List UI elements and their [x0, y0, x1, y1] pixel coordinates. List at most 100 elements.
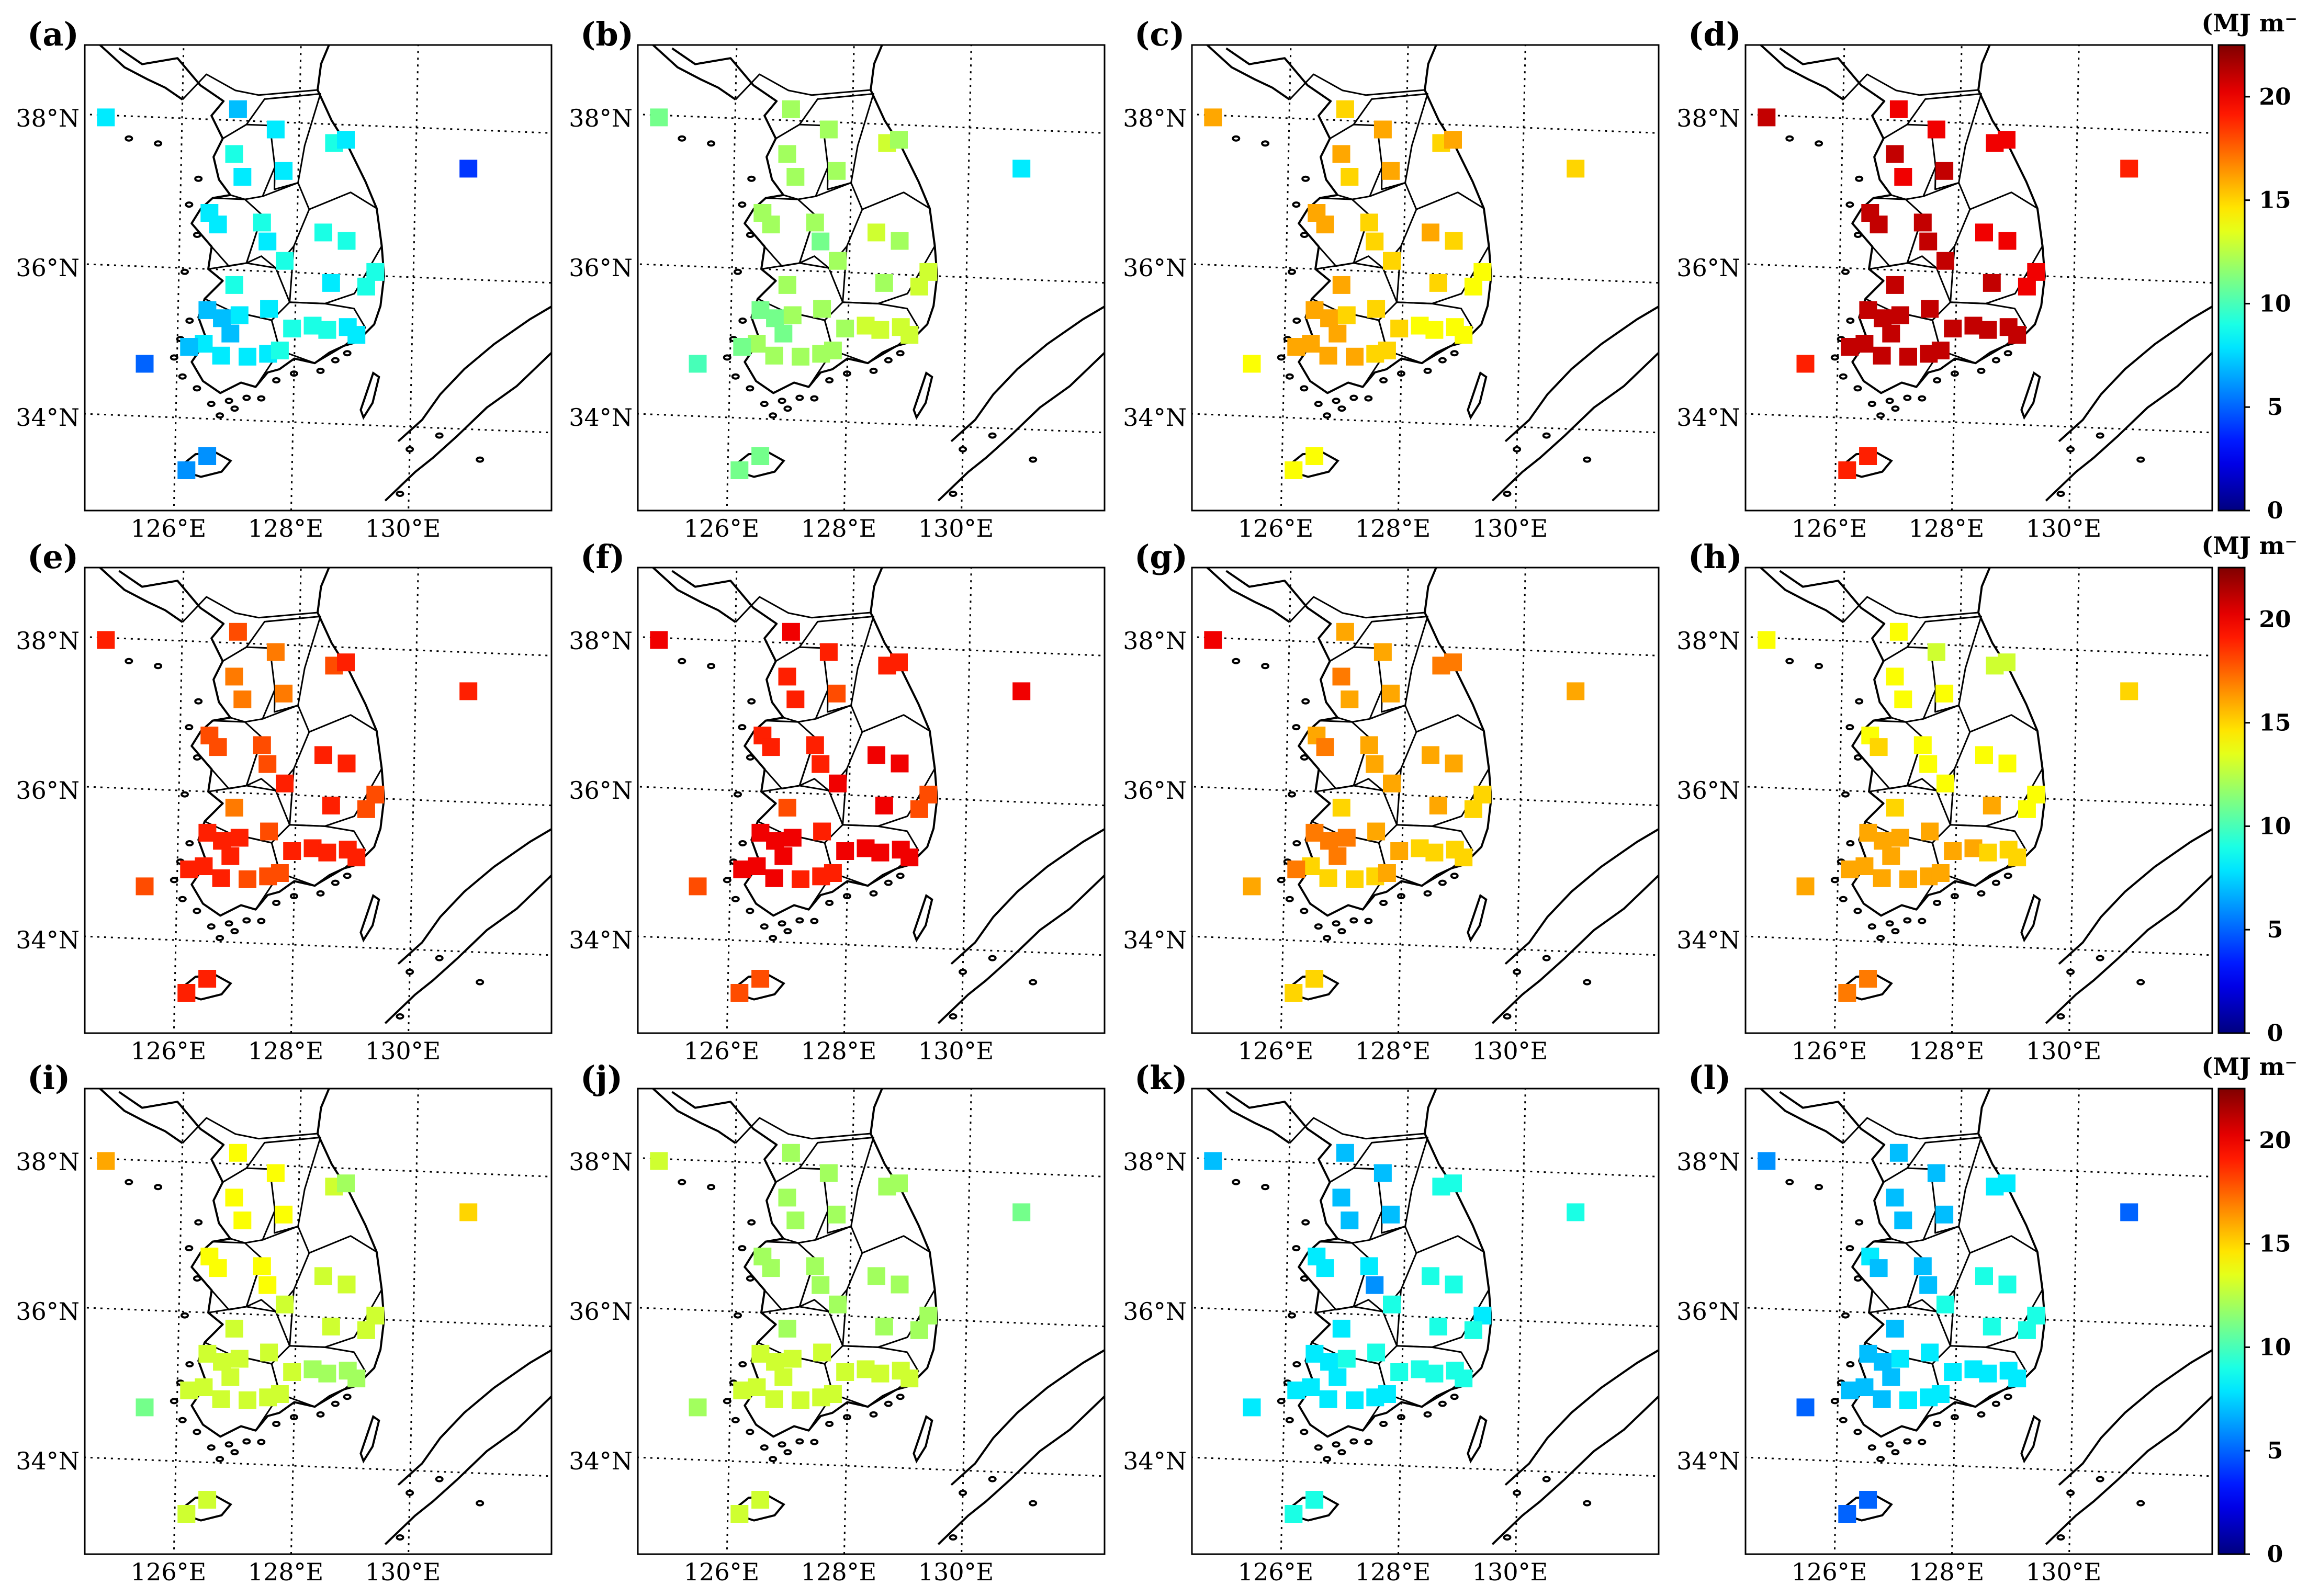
small-island [795, 394, 804, 401]
station-marker [828, 1205, 846, 1224]
station-marker [1975, 1267, 1993, 1285]
small-island [1332, 920, 1341, 927]
coastline-north [1759, 1089, 1844, 1144]
small-island [1261, 663, 1270, 670]
station-marker [819, 120, 838, 139]
small-island [2066, 446, 2075, 452]
small-island [1314, 401, 1323, 408]
latitude-gridline [1746, 636, 2212, 656]
lon-tick-label: 126°E [1238, 514, 1313, 542]
station-marker [689, 355, 707, 373]
longitude-gridline [1280, 45, 1292, 511]
map-panel [637, 567, 1106, 1034]
small-island [185, 318, 194, 324]
coastline-north [98, 1089, 183, 1144]
small-island [125, 1179, 133, 1185]
station-marker [1319, 346, 1337, 365]
station-marker [1838, 984, 1856, 1002]
station-marker [1429, 1317, 1447, 1335]
small-island [1314, 923, 1323, 930]
small-island [1933, 377, 1942, 383]
province-boundary [1906, 93, 1982, 190]
lon-tick-label: 130°E [365, 1558, 441, 1586]
coastline [671, 1089, 938, 1438]
latitude-gridline [1746, 1307, 2212, 1328]
station-marker [2120, 160, 2138, 178]
station-marker [1983, 796, 2001, 814]
station-marker [225, 276, 243, 294]
lon-tick-label: 130°E [2026, 514, 2101, 542]
station-marker [910, 800, 928, 818]
japan-coastline [2045, 1395, 2212, 1545]
station-marker [1886, 276, 1904, 294]
station-marker [792, 347, 809, 366]
station-marker [1874, 1353, 1892, 1371]
small-island [193, 1275, 201, 1282]
latitude-gridline [85, 636, 551, 656]
station-marker [271, 1385, 289, 1403]
small-island [723, 877, 731, 884]
station-marker [900, 848, 919, 867]
station-marker [213, 309, 231, 327]
station-marker [1346, 870, 1364, 888]
jeju-island [736, 974, 785, 1001]
colorbar-tick-label: 20 [2259, 84, 2291, 110]
lat-tick-label: 38°N [16, 104, 80, 132]
small-island [1300, 754, 1309, 761]
station-marker [221, 324, 240, 343]
small-island [272, 1421, 281, 1427]
longitude-gridline [290, 1089, 302, 1554]
station-marker [213, 832, 231, 850]
latitude-gridline [1192, 786, 1659, 807]
station-marker [730, 984, 749, 1002]
small-island [1503, 1534, 1512, 1541]
small-island [769, 1456, 778, 1463]
small-island [194, 175, 203, 182]
japan-coastline [397, 305, 551, 443]
panel-label: (h) [1688, 538, 1742, 576]
small-island [476, 456, 485, 463]
small-island [1364, 918, 1373, 924]
station-marker [266, 643, 285, 661]
colorbar-unit: (MJ m⁻²) [2201, 531, 2297, 560]
small-island [224, 1441, 233, 1448]
small-island [810, 1439, 819, 1445]
station-marker [1332, 1188, 1350, 1207]
small-island [1885, 920, 1894, 927]
small-island [1830, 1398, 1839, 1405]
station-marker [1390, 1363, 1409, 1381]
longitude-gridline [843, 568, 855, 1033]
station-marker [1422, 1267, 1439, 1285]
small-island [2003, 1394, 2012, 1400]
station-marker [1444, 131, 1462, 149]
panel-label: (i) [27, 1059, 70, 1097]
small-island [723, 354, 731, 361]
station-marker [733, 338, 751, 356]
colorbar [2219, 568, 2245, 1033]
station-marker [1316, 216, 1334, 234]
small-island [1815, 140, 1823, 147]
station-marker [786, 1212, 805, 1229]
longitude-gridline [408, 568, 419, 1033]
station-marker [2018, 800, 2036, 818]
colorbar-frame [2217, 1088, 2246, 1555]
station-marker [1445, 232, 1463, 250]
small-island [738, 201, 747, 208]
small-island [1288, 791, 1296, 798]
province-boundary [1906, 1136, 1982, 1234]
station-marker [813, 300, 831, 318]
colorbar-tick-label: 15 [2259, 710, 2291, 737]
station-marker [198, 970, 217, 988]
small-island [1853, 1275, 1862, 1282]
station-marker [322, 1317, 340, 1335]
small-island [1292, 840, 1301, 846]
small-island [1950, 893, 1959, 900]
station-marker [1998, 232, 2017, 250]
small-island [125, 658, 133, 664]
province-boundary [1353, 615, 1428, 713]
lat-tick-label: 34°N [569, 403, 633, 432]
small-island [738, 724, 747, 731]
small-island [289, 1414, 298, 1421]
small-island [178, 373, 187, 380]
small-island [2136, 456, 2145, 463]
